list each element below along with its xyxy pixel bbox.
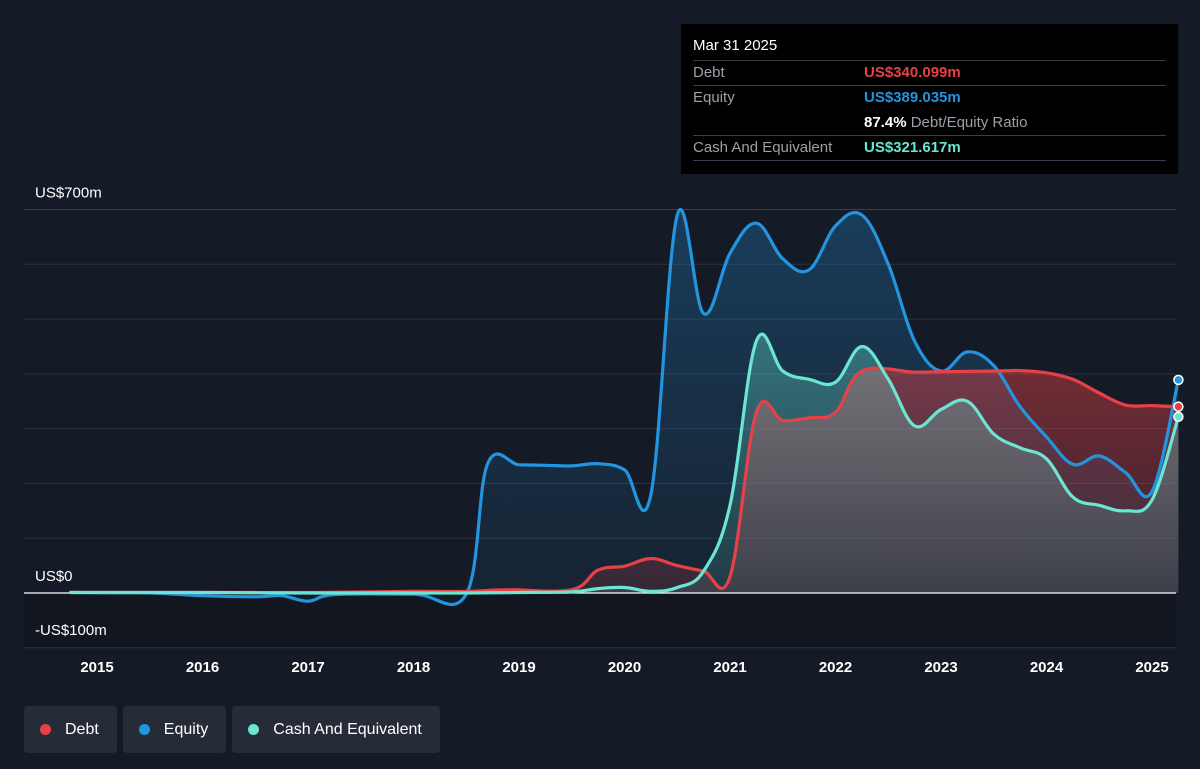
negative-region — [24, 593, 1176, 648]
legend-dot-cash-icon — [248, 724, 260, 735]
tooltip-date: Mar 31 2025 — [693, 37, 778, 54]
tooltip-ratio: 87.4% Debt/Equity Ratio — [864, 111, 1027, 135]
x-tick-label-2024: 2024 — [1030, 659, 1064, 676]
legend-item-debt[interactable]: Debt — [24, 706, 117, 753]
tooltip-equity-value: US$389.035m — [864, 89, 961, 106]
end-marker-equity — [1173, 374, 1184, 386]
legend-label-equity: Equity — [163, 720, 209, 738]
tooltip-ratio-value: 87.4% — [864, 114, 907, 131]
tooltip-cash-value: US$321.617m — [864, 139, 961, 156]
y-axis-label-1: US$0 — [35, 568, 73, 585]
y-axis-label-0: US$700m — [35, 185, 102, 202]
tooltip-debt-label: Debt — [693, 64, 725, 81]
legend-dot-debt-icon — [40, 724, 51, 735]
x-tick-label-2017: 2017 — [291, 659, 324, 676]
line-cash — [69, 332, 1180, 595]
tooltip-debt-value: US$340.099m — [864, 64, 961, 81]
end-marker-debt — [1173, 401, 1184, 412]
tooltip-equity-row: Equity US$389.035m — [693, 85, 1166, 110]
legend-item-equity[interactable]: Equity — [122, 706, 227, 753]
x-tick-label-2022: 2022 — [819, 659, 852, 676]
x-tick-label-2018: 2018 — [397, 659, 430, 676]
x-tick-label-2020: 2020 — [608, 659, 641, 676]
tooltip-debt-row: Debt US$340.099m — [693, 60, 1166, 85]
x-tick-label-2016: 2016 — [186, 659, 219, 676]
legend-item-cash[interactable]: Cash And Equivalent — [232, 706, 440, 753]
x-tick-label-2025: 2025 — [1135, 659, 1168, 676]
legend-dot-equity-icon — [138, 724, 150, 735]
x-tick-label-2023: 2023 — [924, 659, 957, 676]
legend-label-debt: Debt — [65, 720, 99, 738]
tooltip-ratio-label: Debt/Equity Ratio — [910, 114, 1028, 131]
tooltip-equity-label: Equity — [693, 89, 735, 106]
tooltip-cash-label: Cash And Equivalent — [693, 139, 833, 156]
chart-tooltip: Mar 31 2025 Debt US$340.099m Equity US$3… — [681, 24, 1178, 174]
x-tick-label-2019: 2019 — [502, 659, 535, 676]
y-axis-label-2: -US$100m — [35, 622, 107, 639]
area-cash — [70, 334, 1179, 594]
tooltip-cash-row: Cash And Equivalent US$321.617m — [693, 135, 1166, 161]
legend-label-cash: Cash And Equivalent — [273, 720, 422, 738]
tooltip-ratio-row: 87.4% Debt/Equity Ratio — [693, 110, 1166, 135]
end-marker-cash — [1173, 411, 1184, 423]
chart-legend: Debt Equity Cash And Equivalent — [24, 706, 440, 753]
x-tick-label-2021: 2021 — [713, 659, 746, 676]
x-tick-label-2015: 2015 — [80, 659, 113, 676]
